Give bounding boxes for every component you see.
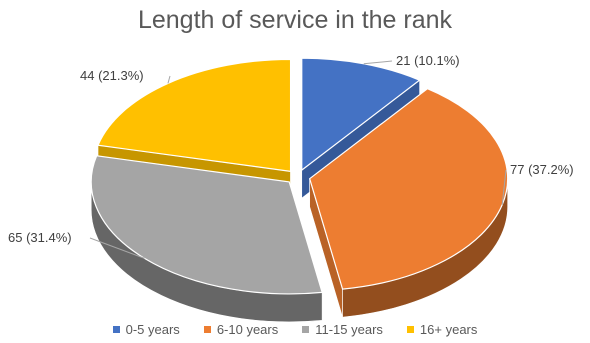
chart-title: Length of service in the rank <box>137 6 453 34</box>
data-label-layer: 21 (10.1%) 77 (37.2%) 65 (31.4%) 44 (21.3%) <box>8 53 574 259</box>
chart-legend: 0-5 years 6-10 years 11-15 years 16+ yea… <box>0 322 590 337</box>
legend-swatch <box>203 326 211 333</box>
pie-top-layer <box>90 57 509 295</box>
legend-label: 6-10 years <box>216 322 279 337</box>
data-label: 77 (37.2%) <box>510 162 574 177</box>
leader-line <box>167 75 171 84</box>
leader-line <box>501 169 507 205</box>
pie-slice-0-5-years <box>301 57 421 172</box>
pie-slice-11-15-years <box>90 155 323 295</box>
legend-item-11-15-years: 11-15 years <box>302 322 383 337</box>
legend-item-16-plus-years: 16+ years <box>406 322 478 337</box>
data-label: 65 (31.4%) <box>8 230 72 245</box>
legend-label: 0-5 years <box>125 322 180 337</box>
legend-swatch <box>302 326 310 333</box>
legend-item-6-10-years: 6-10 years <box>203 322 279 337</box>
legend-swatch <box>112 326 120 333</box>
data-label: 44 (21.3%) <box>80 68 144 83</box>
data-label: 21 (10.1%) <box>396 53 460 68</box>
legend-label: 16+ years <box>419 322 478 337</box>
legend-item-0-5-years: 0-5 years <box>112 322 180 337</box>
legend-swatch <box>406 326 414 333</box>
legend-label: 11-15 years <box>315 322 383 337</box>
leader-line <box>363 60 393 65</box>
pie-slice-16-years <box>97 58 292 173</box>
leader-line <box>89 237 145 259</box>
pie-slice-6-10-years <box>308 87 509 290</box>
